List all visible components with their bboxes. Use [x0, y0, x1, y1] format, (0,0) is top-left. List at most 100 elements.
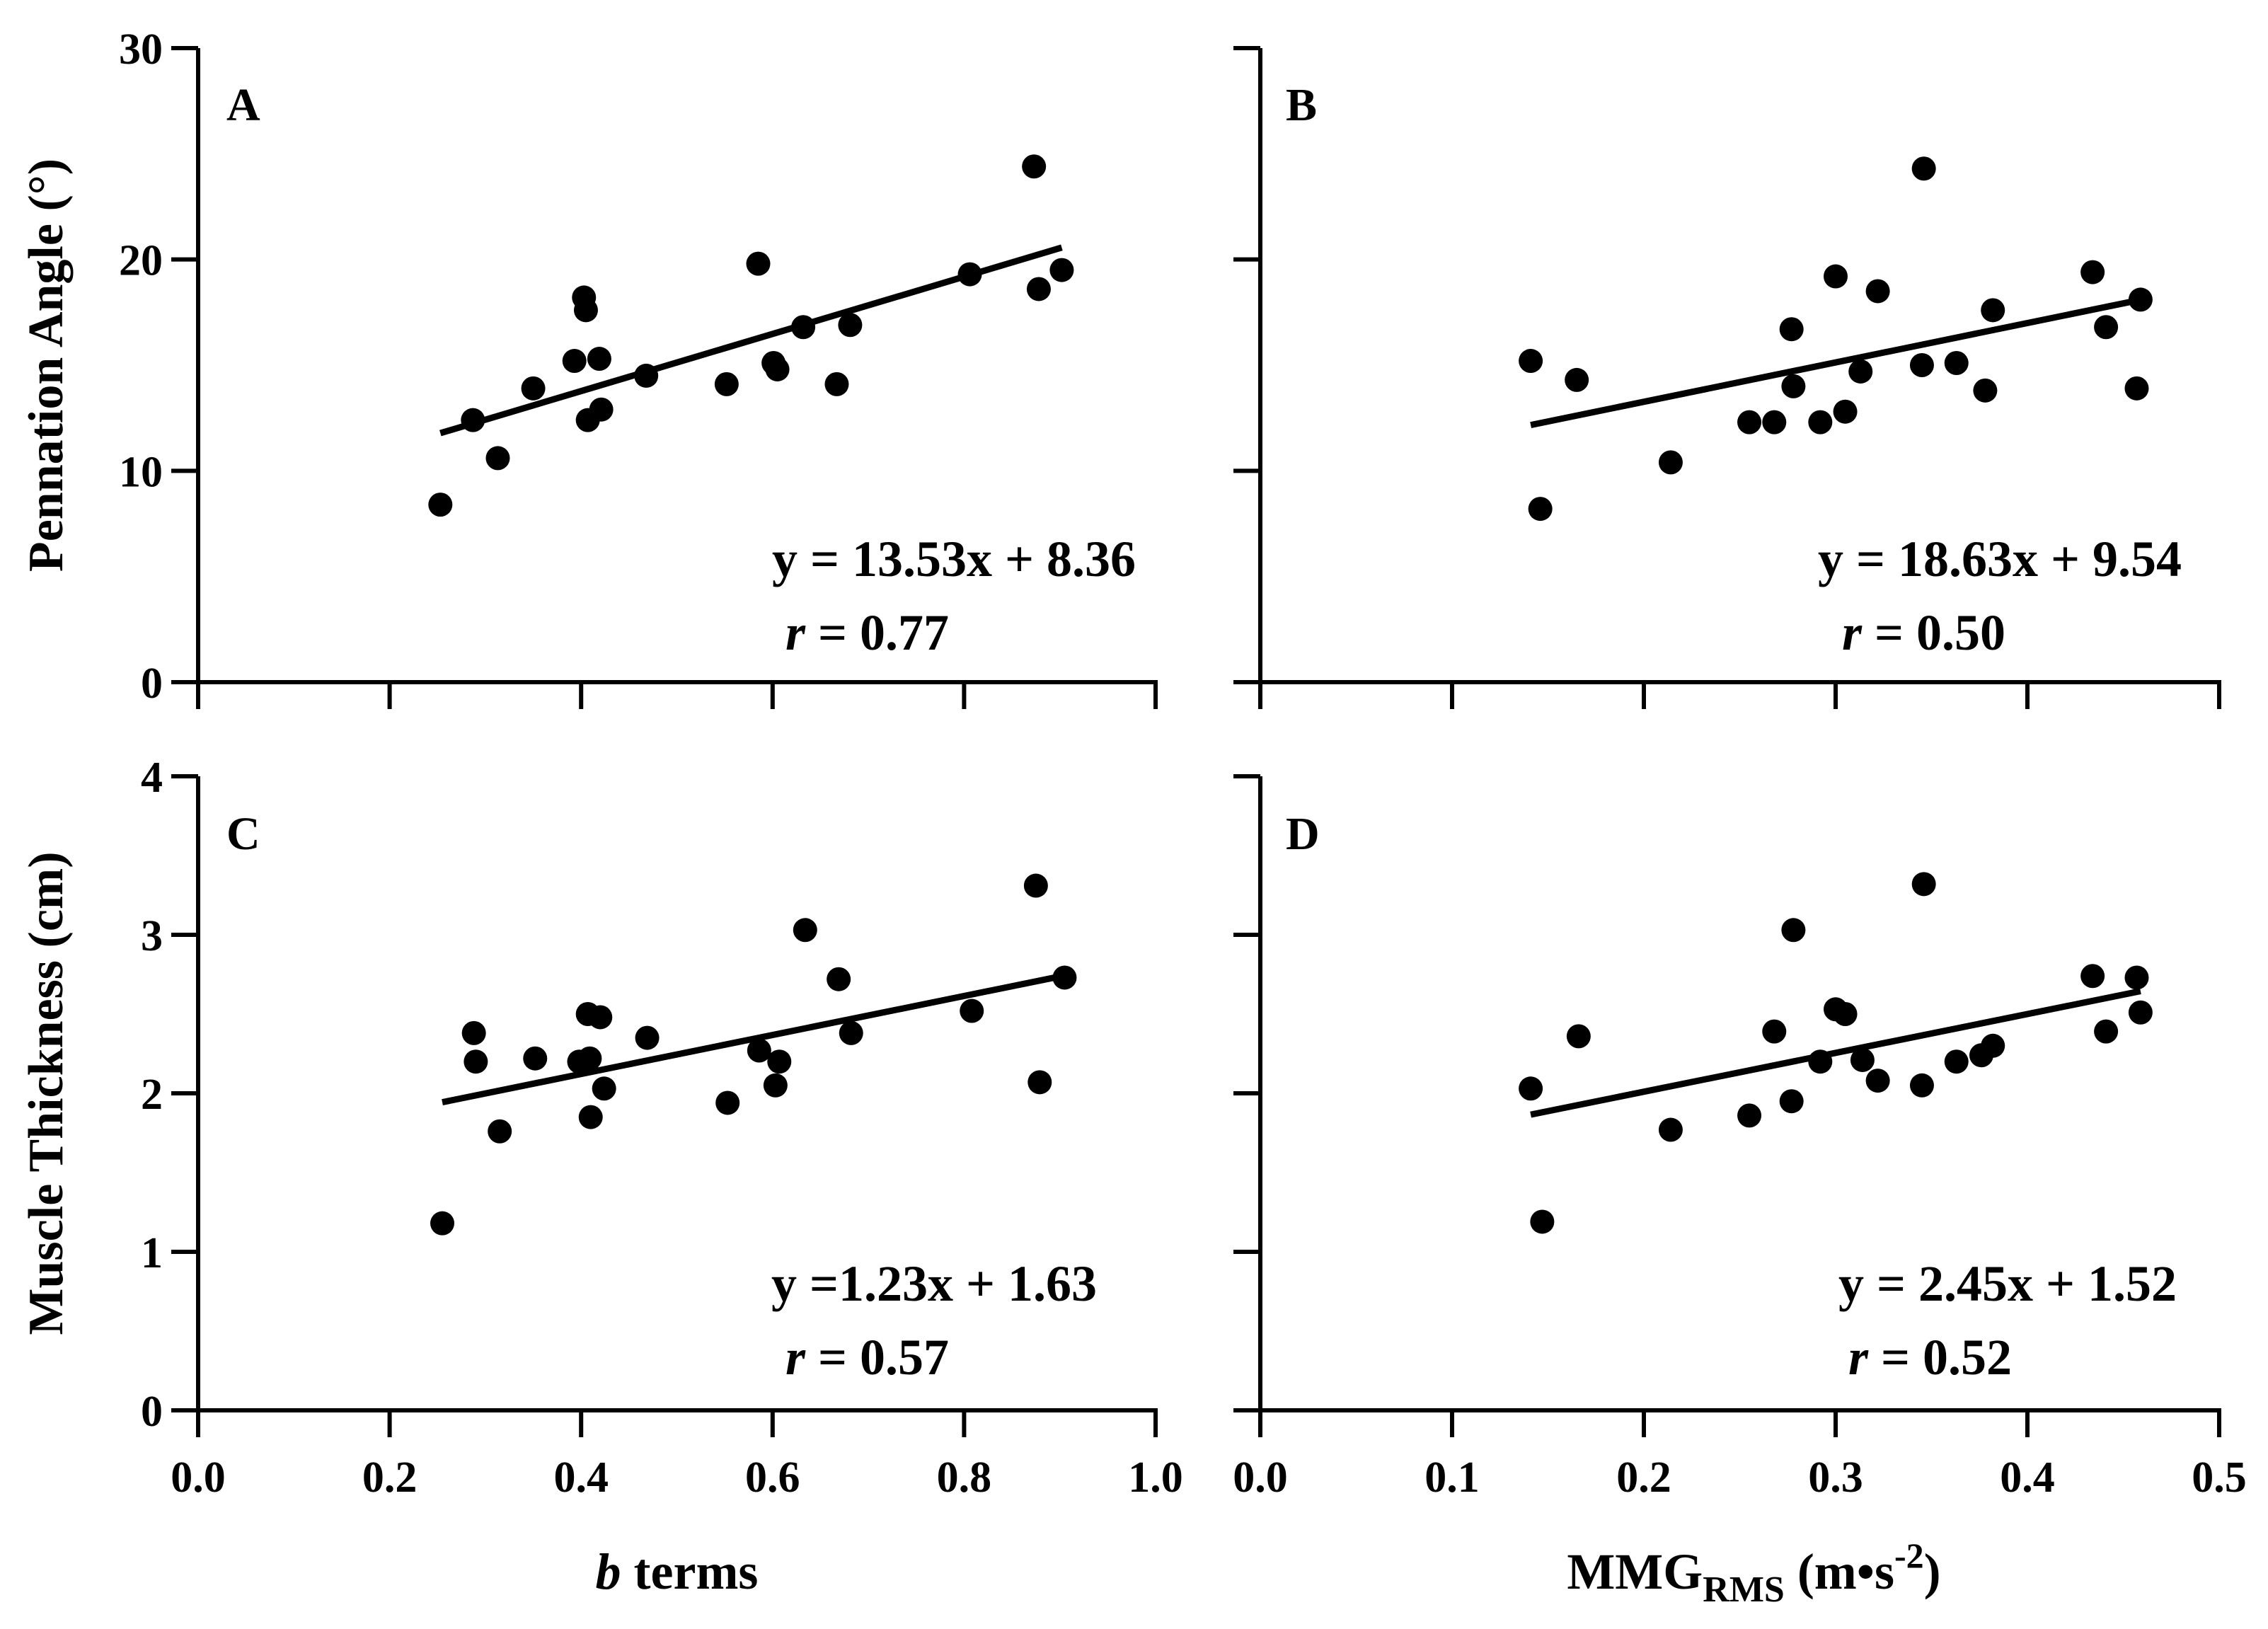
x-tick-label: 0.2: [1616, 1454, 1671, 1502]
data-point: [791, 315, 816, 340]
data-point: [587, 347, 611, 372]
r-value: = 0.50: [1862, 604, 2005, 661]
y-tick-label: 0: [141, 1388, 163, 1436]
correlation-r: r = 0.57: [785, 1329, 949, 1386]
regression-line: [1530, 988, 2141, 1118]
panel-label: A: [226, 79, 260, 131]
data-point: [485, 446, 510, 471]
data-point: [714, 372, 739, 396]
data-point: [763, 1073, 788, 1098]
data-point: [2094, 315, 2119, 340]
data-point: [1833, 1002, 1858, 1026]
data-point: [1909, 353, 1934, 377]
r-value: = 0.52: [1868, 1329, 2012, 1386]
data-point: [2128, 1000, 2153, 1025]
regression-equation: y = 2.45x + 1.52: [1838, 1255, 2177, 1312]
data-point: [1911, 156, 1936, 181]
data-point: [1981, 298, 2005, 323]
r-symbol: r: [1848, 1329, 1869, 1386]
data-point: [746, 251, 771, 276]
data-point: [1049, 258, 1074, 282]
r-value: = 0.57: [805, 1329, 949, 1386]
x-tick-label: 0.8: [937, 1454, 992, 1502]
data-point: [635, 1025, 660, 1050]
data-point: [573, 298, 598, 323]
data-point: [1023, 873, 1048, 898]
data-point: [1762, 1019, 1787, 1044]
data-point: [1865, 1069, 1890, 1093]
panel-label: C: [226, 808, 260, 860]
data-point: [793, 918, 817, 943]
x-axis-title-unit: (m•s: [1785, 1543, 1894, 1600]
y-tick-label: 10: [119, 448, 163, 496]
y-tick-label: 0: [141, 660, 163, 708]
y-tick-label: 20: [119, 237, 163, 285]
panel-label: B: [1286, 79, 1317, 131]
data-point: [2124, 965, 2149, 990]
data-point: [1808, 1049, 1833, 1074]
x-axis-title-italic: b: [596, 1543, 621, 1600]
correlation-r: r = 0.50: [1842, 604, 2005, 661]
y-axis-title: Pennation Angle (°): [19, 159, 74, 572]
regression-equation: y =1.23x + 1.63: [771, 1255, 1097, 1312]
x-axis-title-main: MMG: [1567, 1543, 1703, 1600]
x-axis-title-close: ): [1924, 1543, 1941, 1600]
data-point: [747, 1038, 771, 1063]
data-point: [1944, 1049, 1969, 1074]
data-point: [1911, 872, 1936, 897]
data-point: [1519, 349, 1543, 374]
x-axis-title: b terms: [596, 1543, 759, 1600]
data-point: [1762, 410, 1787, 434]
data-point: [1027, 1070, 1052, 1095]
x-tick-label: 0.4: [553, 1454, 609, 1502]
r-symbol: r: [1842, 604, 1863, 661]
data-point: [1973, 378, 1998, 403]
data-point: [1781, 374, 1806, 398]
y-tick-label: 2: [141, 1071, 163, 1119]
data-point: [589, 397, 614, 422]
x-axis-title-subscript: RMS: [1703, 1570, 1785, 1610]
x-tick-label: 1.0: [1128, 1454, 1183, 1502]
panel-d-thickness-vs-mmg: 0.0 0.1 0.2 0.3 0.4 0.5 Dy = 2.45x + 1.52 r = 0…: [1233, 774, 2247, 1610]
data-point: [1658, 1117, 1683, 1142]
data-point: [1658, 450, 1683, 475]
data-point: [2080, 964, 2105, 989]
x-axis-title: MMGRMS (m•s-2): [1567, 1536, 1940, 1610]
x-tick-label: 0.2: [362, 1454, 418, 1502]
data-point: [1865, 279, 1890, 304]
data-point: [960, 998, 984, 1023]
data-point: [715, 1090, 740, 1115]
panel-a-pennation-vs-b-terms: 0 10 20 30 Ay = 13.53x + 8.36 r = 0.77 Pennati…: [19, 25, 1158, 709]
x-tick-label: 0.4: [2000, 1454, 2055, 1502]
data-point: [1530, 1209, 1555, 1234]
data-point: [1781, 918, 1806, 943]
data-point: [1026, 277, 1051, 301]
regression-line: [442, 972, 1066, 1106]
data-point: [1565, 367, 1589, 392]
y-axis-title: Muscle Thickness (cm): [19, 851, 74, 1335]
data-point: [1909, 1073, 1934, 1098]
data-point: [523, 1046, 548, 1071]
data-point: [2124, 376, 2149, 401]
r-symbol: r: [785, 604, 806, 661]
data-point: [1808, 410, 1833, 434]
data-point: [464, 1049, 488, 1074]
data-point: [488, 1119, 512, 1144]
data-point: [1833, 399, 1858, 424]
regression-line: [1530, 297, 2141, 429]
data-point: [2080, 260, 2105, 284]
data-point: [1737, 1103, 1762, 1128]
x-tick-label: 0.6: [745, 1454, 800, 1502]
data-point: [1528, 497, 1553, 522]
data-point: [1850, 1047, 1875, 1072]
x-tick-label: 0.0: [1233, 1454, 1288, 1502]
data-point: [578, 1105, 603, 1129]
data-point: [562, 349, 587, 374]
correlation-r: r = 0.77: [785, 604, 949, 661]
data-point: [634, 363, 659, 388]
data-point: [1848, 359, 1873, 384]
y-tick-label: 1: [141, 1229, 163, 1277]
y-tick-label: 4: [141, 754, 163, 802]
data-point: [430, 1211, 455, 1236]
